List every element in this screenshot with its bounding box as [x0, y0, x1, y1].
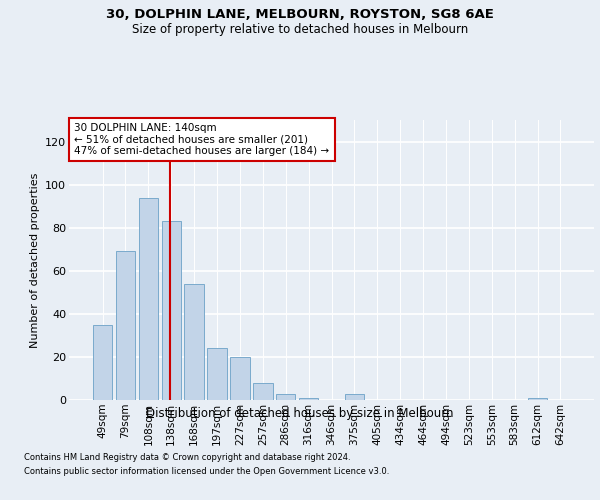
Text: Size of property relative to detached houses in Melbourn: Size of property relative to detached ho… — [132, 22, 468, 36]
Text: 30 DOLPHIN LANE: 140sqm
← 51% of detached houses are smaller (201)
47% of semi-d: 30 DOLPHIN LANE: 140sqm ← 51% of detache… — [74, 123, 329, 156]
Bar — [276, 394, 295, 400]
Bar — [230, 357, 250, 400]
Bar — [139, 198, 158, 400]
Bar — [184, 284, 204, 400]
Bar — [344, 394, 364, 400]
Bar — [161, 221, 181, 400]
Bar — [528, 398, 547, 400]
Text: Contains public sector information licensed under the Open Government Licence v3: Contains public sector information licen… — [24, 467, 389, 476]
Bar — [93, 324, 112, 400]
Bar — [253, 383, 272, 400]
Text: Distribution of detached houses by size in Melbourn: Distribution of detached houses by size … — [146, 408, 454, 420]
Bar — [299, 398, 319, 400]
Text: 30, DOLPHIN LANE, MELBOURN, ROYSTON, SG8 6AE: 30, DOLPHIN LANE, MELBOURN, ROYSTON, SG8… — [106, 8, 494, 20]
Bar — [116, 252, 135, 400]
Text: Contains HM Land Registry data © Crown copyright and database right 2024.: Contains HM Land Registry data © Crown c… — [24, 454, 350, 462]
Bar — [208, 348, 227, 400]
Y-axis label: Number of detached properties: Number of detached properties — [29, 172, 40, 348]
